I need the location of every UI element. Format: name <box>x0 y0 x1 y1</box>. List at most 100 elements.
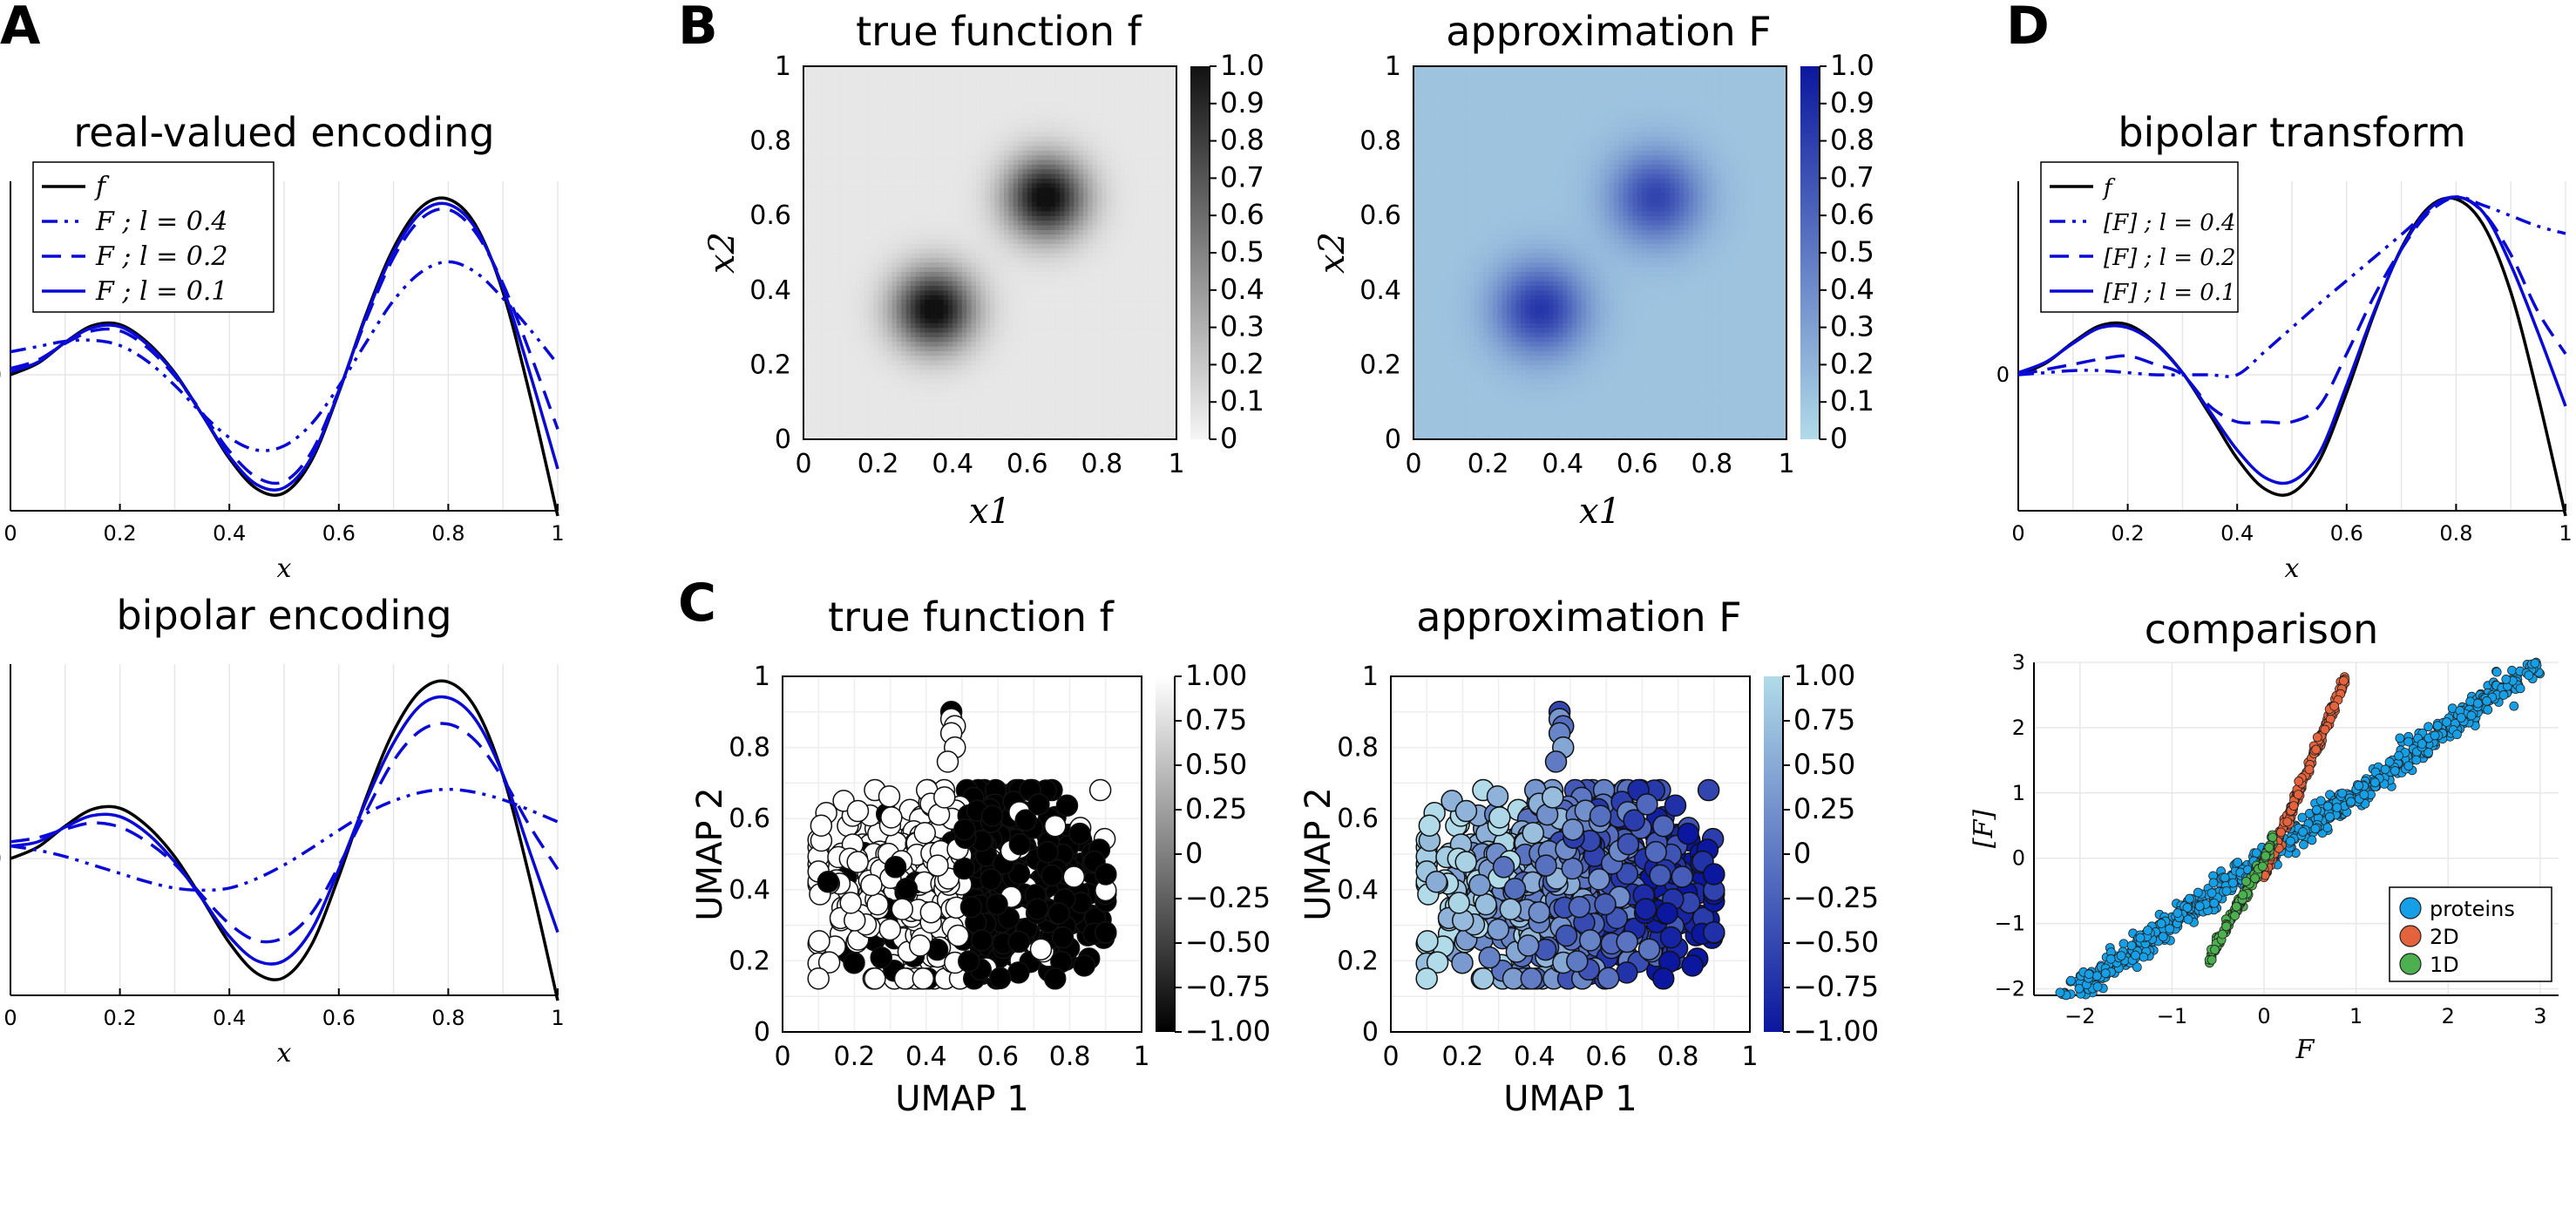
heatmap-cell <box>845 289 851 295</box>
heatmap-cell <box>1068 112 1074 119</box>
heatmap-cell <box>887 336 893 343</box>
heatmap-cell <box>980 164 986 170</box>
heatmap-cell <box>905 75 912 81</box>
heatmap-cell <box>845 253 851 258</box>
heatmap-cell <box>1036 406 1042 412</box>
heatmap-cell <box>933 406 939 412</box>
heatmap-cell <box>952 420 959 426</box>
heatmap-cell <box>873 327 879 333</box>
heatmap-cell <box>911 66 916 71</box>
heatmap-cell <box>990 322 995 329</box>
heatmap-cell <box>1008 112 1014 119</box>
heatmap-cell <box>840 66 846 71</box>
heatmap-cell <box>1036 289 1042 295</box>
heatmap-cell <box>961 406 967 412</box>
heatmap-cell <box>943 150 949 156</box>
heatmap-cell <box>897 257 902 263</box>
heatmap-cell <box>1050 206 1056 212</box>
heatmap-cell <box>939 267 945 272</box>
heatmap-cell <box>868 341 874 347</box>
heatmap-cell <box>808 299 814 305</box>
heatmap-cell <box>961 295 967 301</box>
heatmap-cell <box>859 322 865 329</box>
heatmap-cell <box>933 178 939 184</box>
heatmap-cell <box>873 374 879 380</box>
heatmap-cell <box>971 309 977 315</box>
heatmap-cell <box>905 164 912 170</box>
heatmap-cell <box>980 341 986 347</box>
heatmap-cell <box>971 215 977 221</box>
heatmap-cell <box>1083 416 1088 422</box>
heatmap-cell <box>990 416 995 422</box>
heatmap-cell <box>1041 140 1047 146</box>
heatmap-cell <box>1083 313 1088 319</box>
heatmap-cell <box>873 416 879 422</box>
heatmap-cell <box>859 416 865 422</box>
heatmap-cell <box>1013 253 1019 258</box>
heatmap-cell <box>1013 229 1019 235</box>
heatmap-cell <box>943 224 949 230</box>
heatmap-cell <box>882 416 888 422</box>
heatmap-cell <box>822 103 828 109</box>
heatmap-cell <box>808 402 814 408</box>
heatmap-cell <box>1083 285 1088 291</box>
heatmap-cell <box>957 411 963 417</box>
heatmap-cell <box>957 397 963 403</box>
heatmap-cell <box>864 234 870 240</box>
heatmap-cell <box>1027 388 1033 394</box>
heatmap-cell <box>1032 234 1038 240</box>
heatmap-cell <box>985 159 991 165</box>
heatmap-cell <box>868 424 874 431</box>
heatmap-cell <box>1032 117 1038 123</box>
heatmap-cell <box>905 85 912 91</box>
heatmap-cell <box>971 378 977 384</box>
heatmap-cell <box>1046 341 1052 347</box>
heatmap-cell <box>1064 66 1070 71</box>
heatmap-cell <box>911 331 916 337</box>
heatmap-cell <box>873 98 879 105</box>
heatmap-cell <box>929 164 935 170</box>
heatmap-cell <box>845 173 851 179</box>
heatmap-cell <box>901 248 907 254</box>
heatmap-cell <box>1046 187 1052 193</box>
heatmap-cell <box>901 275 907 282</box>
heatmap-cell <box>1041 187 1047 193</box>
heatmap-cell <box>1041 271 1047 277</box>
heatmap-cell <box>901 140 907 146</box>
heatmap-cell <box>826 215 832 221</box>
heatmap-cell <box>925 89 931 95</box>
heatmap-cell <box>803 299 809 305</box>
heatmap-cell <box>943 234 949 240</box>
heatmap-cell <box>915 126 921 132</box>
heatmap-cell <box>854 430 860 436</box>
heatmap-cell <box>1032 392 1038 398</box>
heatmap-cell <box>919 224 925 230</box>
heatmap-cell <box>891 327 898 333</box>
heatmap-cell <box>873 150 879 156</box>
heatmap-cell <box>1027 89 1033 95</box>
heatmap-cell <box>803 182 809 188</box>
heatmap-cell <box>905 295 912 301</box>
heatmap-cell <box>864 192 870 198</box>
heatmap-cell <box>1036 346 1042 351</box>
heatmap-cell <box>985 285 991 291</box>
heatmap-cell <box>850 416 856 422</box>
heatmap-cell <box>1083 331 1088 337</box>
heatmap-cell <box>1022 374 1028 380</box>
heatmap-cell <box>901 117 907 123</box>
heatmap-cell <box>905 275 912 282</box>
heatmap-cell <box>887 182 893 188</box>
heatmap-cell <box>957 248 963 254</box>
heatmap-cell <box>1004 285 1009 291</box>
heatmap-cell <box>952 85 959 91</box>
heatmap-cell <box>911 238 916 244</box>
heatmap-cell <box>878 406 884 412</box>
heatmap-cell <box>1013 164 1019 170</box>
heatmap-cell <box>1022 402 1028 408</box>
heatmap-cell <box>878 238 884 244</box>
heatmap-cell <box>854 299 860 305</box>
heatmap-cell <box>1068 430 1074 436</box>
heatmap-cell <box>1060 281 1066 287</box>
heatmap-cell <box>901 253 907 258</box>
heatmap-cell <box>994 173 1000 179</box>
